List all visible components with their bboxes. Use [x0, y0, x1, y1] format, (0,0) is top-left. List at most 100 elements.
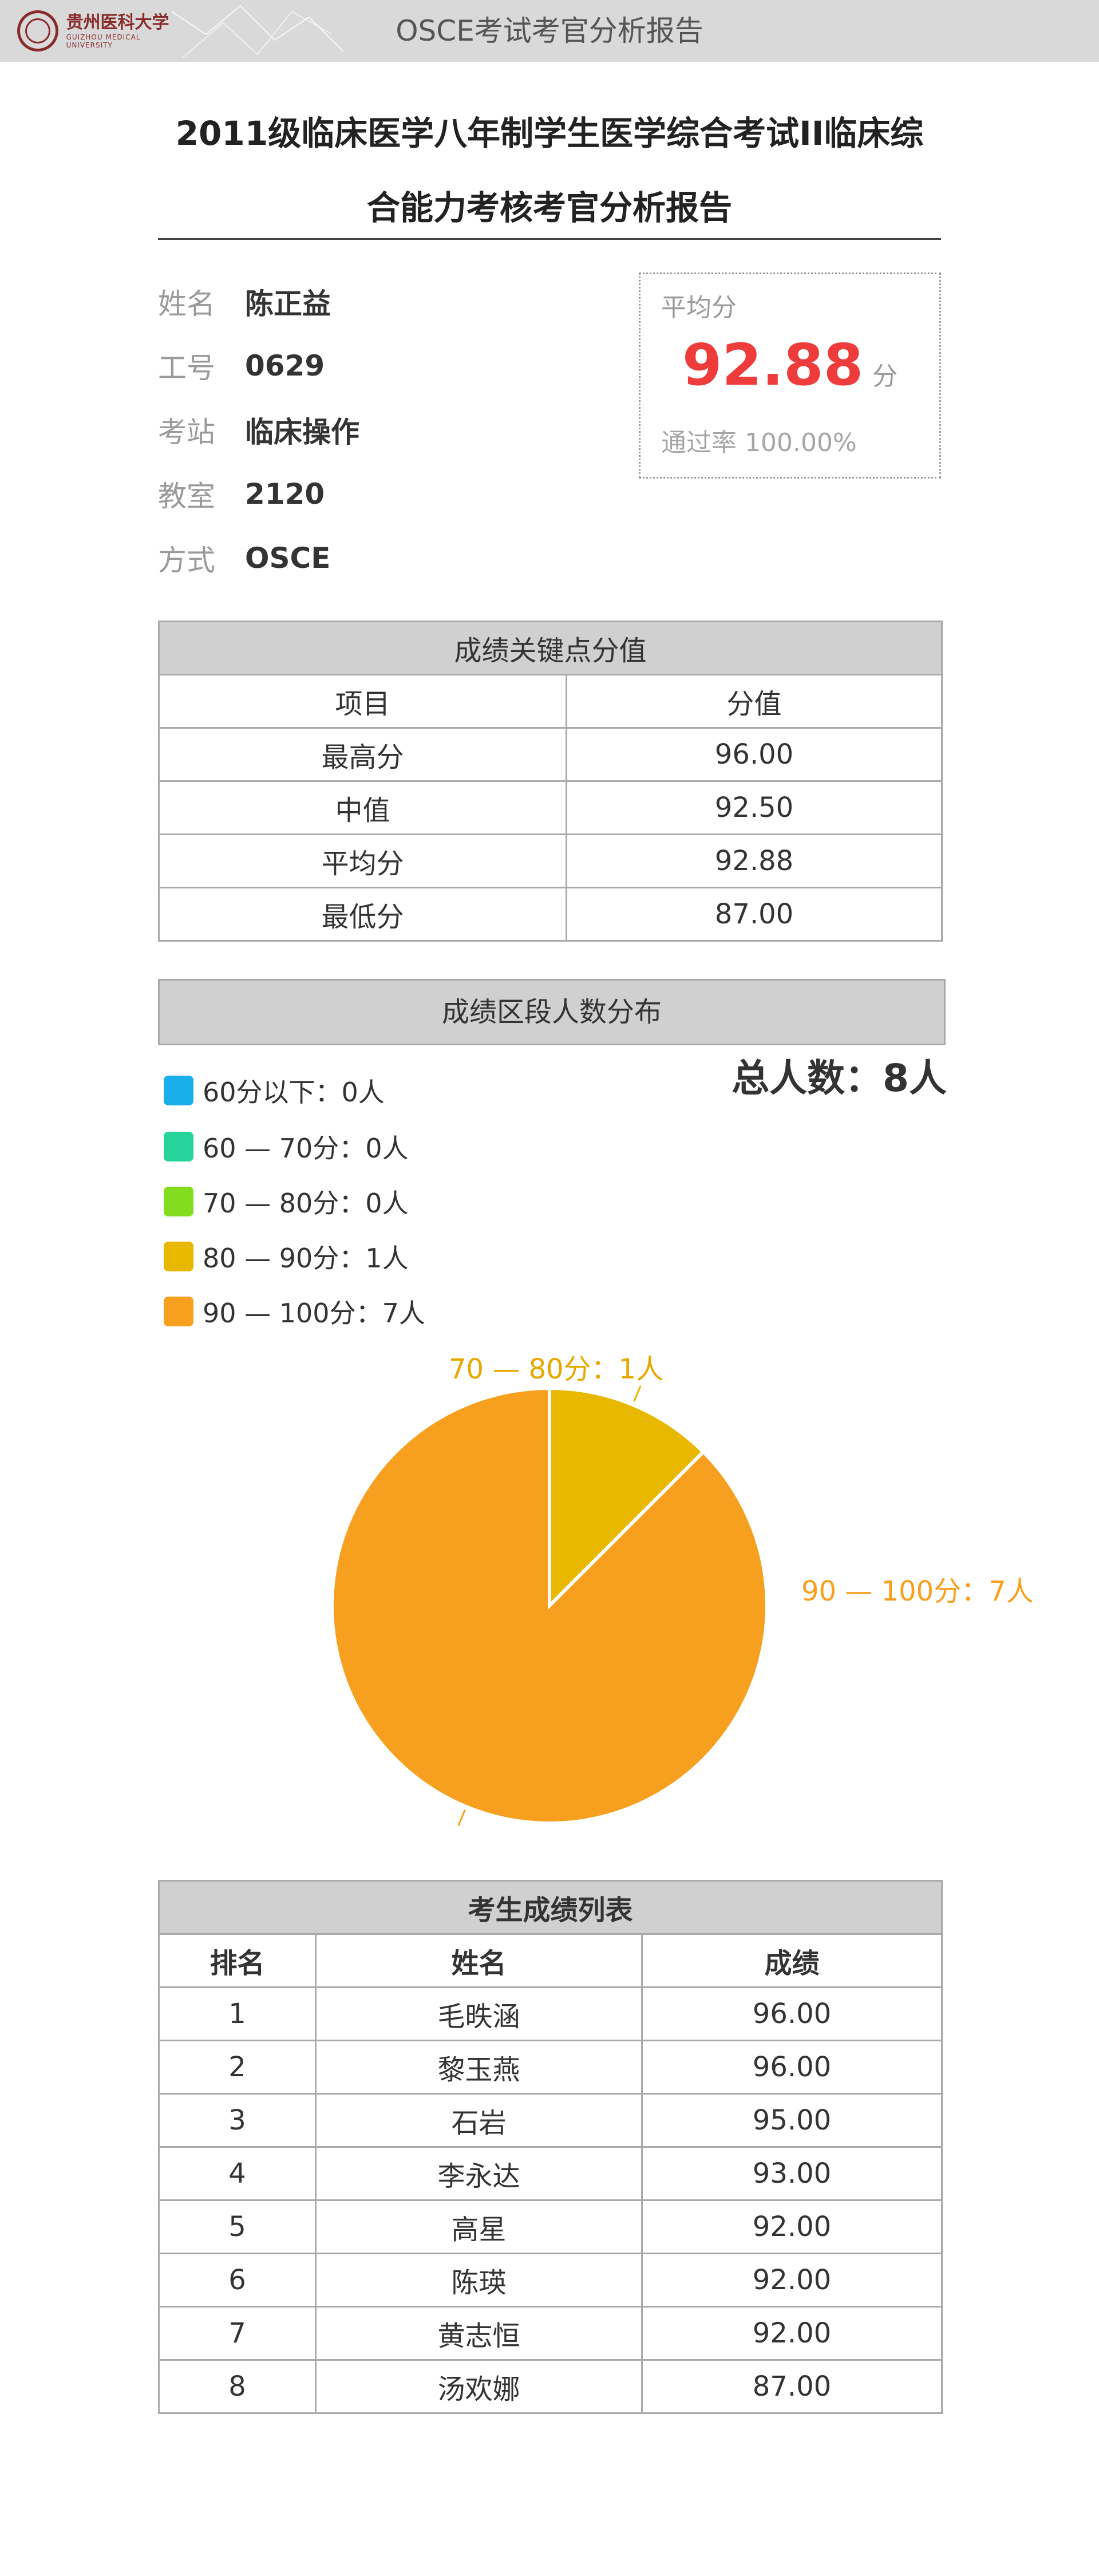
legend-item: 80 — 90分：1人 [164, 1236, 409, 1277]
pie-leader-line [633, 1385, 642, 1402]
top-bar: 贵州医科大学 GUIZHOU MEDICAL UNIVERSITY OSCE考试… [0, 0, 1099, 62]
column-header: 项目 [158, 674, 567, 729]
score-cell: 96.00 [641, 1986, 943, 2041]
average-score: 92.88 [682, 331, 864, 398]
legend-label: 60分以下：0人 [203, 1077, 385, 1108]
score-cell: 92.00 [641, 2253, 943, 2308]
title-divider [158, 238, 941, 240]
rank-cell: 7 [158, 2306, 317, 2361]
pie-leader-line [457, 1809, 466, 1826]
table-cell: 92.88 [565, 833, 943, 888]
table-row: 最低分 87.00 [158, 887, 943, 942]
average-unit: 分 [872, 362, 898, 391]
table-row: 4 李永达 93.00 [158, 2146, 943, 2201]
info-label: 教室 [158, 480, 215, 513]
rank-cell: 6 [158, 2253, 317, 2308]
score-cell: 92.00 [641, 2199, 943, 2254]
logo-name-cn: 贵州医科大学 [66, 13, 169, 33]
university-seal-icon [17, 10, 58, 52]
info-value: 陈正益 [245, 287, 331, 321]
column-header-score: 成绩 [641, 1933, 943, 1988]
info-label: 姓名 [158, 287, 215, 321]
average-score-card: 平均分 92.88 分 通过率 100.00% [639, 272, 941, 479]
info-row-classroom: 教室 2120 [158, 474, 325, 514]
column-header: 分值 [565, 674, 943, 729]
table-header-row: 排名 姓名 成绩 [158, 1933, 943, 1988]
pie-slice [330, 1386, 769, 1825]
info-value: OSCE [245, 542, 331, 575]
key-points-caption: 成绩关键点分值 [157, 621, 943, 675]
rank-cell: 2 [158, 2040, 317, 2095]
score-cell: 92.00 [641, 2306, 943, 2361]
report-title: 2011级临床医学八年制学生医学综合考试II临床综 合能力考核考官分析报告 [158, 96, 941, 245]
table-row: 3 石岩 95.00 [158, 2093, 943, 2148]
score-cell: 95.00 [641, 2093, 943, 2148]
name-cell: 陈瑛 [315, 2253, 643, 2308]
score-cell: 96.00 [641, 2040, 943, 2095]
table-cell: 87.00 [565, 887, 943, 942]
report-title-line-1: 2011级临床医学八年制学生医学综合考试II临床综 [175, 114, 924, 153]
legend-label: 70 — 80分：0人 [203, 1188, 409, 1219]
legend-swatch [164, 1187, 193, 1216]
column-header-name: 姓名 [315, 1933, 643, 1988]
legend-item: 60 — 70分：0人 [164, 1127, 409, 1167]
info-value: 临床操作 [245, 416, 359, 449]
table-row: 5 高星 92.00 [158, 2199, 943, 2254]
name-cell: 李永达 [315, 2146, 643, 2201]
info-label: 考站 [158, 416, 215, 449]
name-cell: 黄志恒 [315, 2306, 643, 2361]
table-cell: 平均分 [158, 833, 567, 888]
info-row-station: 考站 临床操作 [158, 410, 359, 450]
rank-cell: 8 [158, 2359, 317, 2414]
rank-cell: 5 [158, 2199, 317, 2254]
logo-name-en: GUIZHOU MEDICAL UNIVERSITY [66, 33, 141, 49]
table-cell: 中值 [158, 780, 567, 835]
legend-item: 60分以下：0人 [164, 1070, 385, 1111]
legend-label: 60 — 70分：0人 [203, 1133, 409, 1164]
average-label: 平均分 [661, 293, 737, 322]
pass-rate: 通过率 100.00% [661, 428, 857, 457]
table-row: 6 陈瑛 92.00 [158, 2253, 943, 2308]
info-row-mode: 方式 OSCE [158, 538, 330, 578]
decorative-lines-icon [172, 5, 343, 58]
score-cell: 93.00 [641, 2146, 943, 2201]
info-value: 0629 [245, 349, 325, 382]
info-label: 方式 [158, 544, 215, 577]
distribution-pie-chart [321, 1328, 790, 1843]
table-row: 2 黎玉燕 96.00 [158, 2040, 943, 2095]
table-cell: 96.00 [565, 727, 943, 782]
table-row: 8 汤欢娜 87.00 [158, 2359, 943, 2414]
rank-cell: 3 [158, 2093, 317, 2148]
table-header-row: 项目 分值 [158, 674, 943, 729]
report-title-line-2: 合能力考核考官分析报告 [366, 188, 732, 227]
name-cell: 毛昳涵 [315, 1986, 643, 2041]
legend-swatch [164, 1132, 193, 1161]
rank-cell: 1 [158, 1986, 317, 2041]
pie-slice [548, 1386, 706, 1610]
table-cell: 92.50 [565, 780, 943, 835]
info-row-name: 姓名 陈正益 [158, 282, 331, 322]
score-cell: 87.00 [641, 2359, 943, 2414]
legend-label: 80 — 90分：1人 [203, 1243, 409, 1274]
table-cell: 最低分 [158, 887, 567, 942]
table-row: 7 黄志恒 92.00 [158, 2306, 943, 2361]
page-title: OSCE考试考官分析报告 [396, 14, 703, 48]
legend-label: 90 — 100分：7人 [203, 1298, 425, 1329]
pie-label-80-90: 70 — 80分：1人 [449, 1353, 664, 1385]
table-row: 1 毛昳涵 96.00 [158, 1986, 943, 2041]
legend-item: 70 — 80分：0人 [164, 1182, 409, 1222]
name-cell: 高星 [315, 2199, 643, 2254]
table-row: 最高分 96.00 [158, 727, 943, 782]
table-row: 平均分 92.88 [158, 833, 943, 888]
table-cell: 最高分 [158, 727, 567, 782]
pie-label-90-100: 90 — 100分：7人 [801, 1575, 1034, 1607]
legend-item: 90 — 100分：7人 [164, 1291, 425, 1332]
legend-swatch [164, 1242, 193, 1271]
rank-cell: 4 [158, 2146, 317, 2201]
name-cell: 汤欢娜 [315, 2359, 643, 2414]
pie-svg [330, 1385, 769, 1826]
info-row-id: 工号 0629 [158, 346, 325, 386]
university-logo: 贵州医科大学 GUIZHOU MEDICAL UNIVERSITY [17, 8, 189, 54]
table-row: 中值 92.50 [158, 780, 943, 835]
info-label: 工号 [158, 351, 215, 385]
